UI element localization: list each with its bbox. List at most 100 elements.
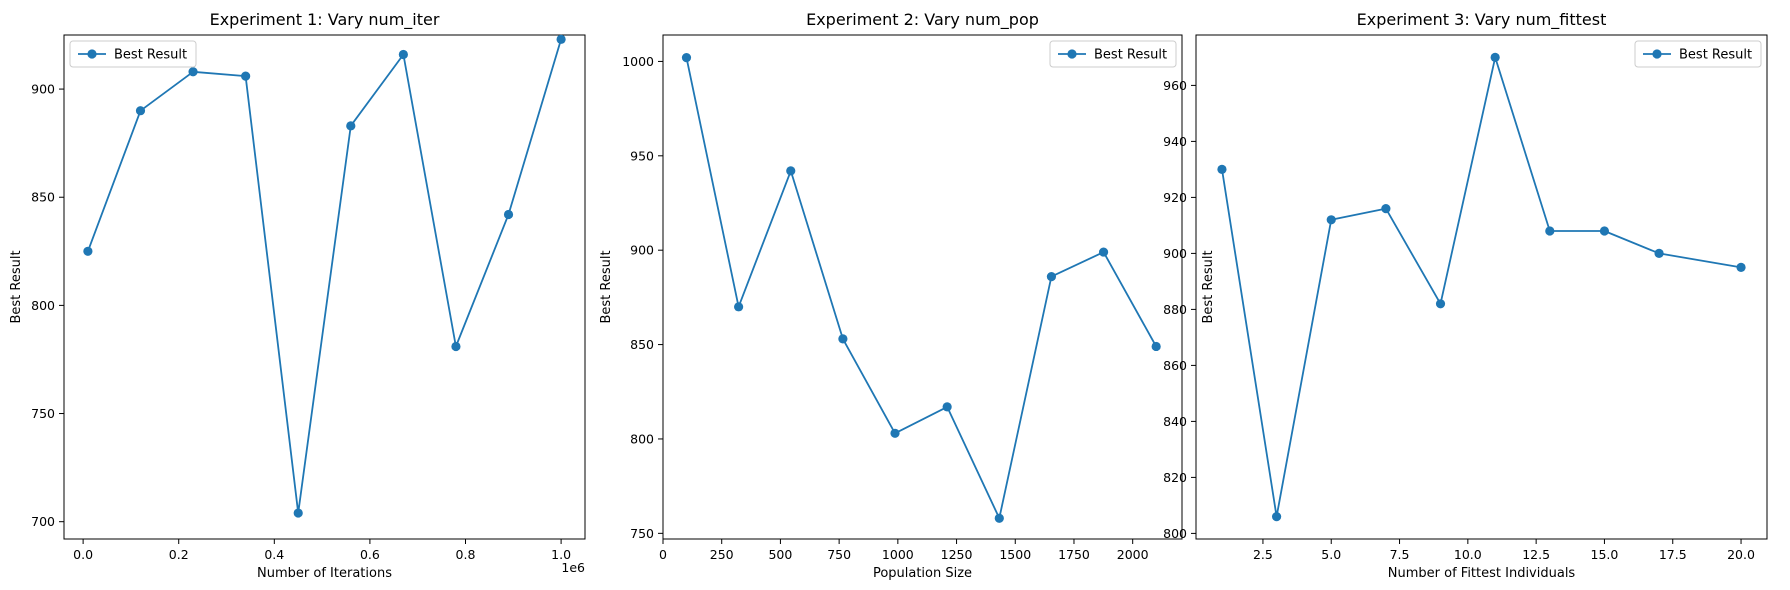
x-tick-label: 1000: [882, 547, 914, 562]
data-point: [503, 209, 514, 220]
x-axis-label: Population Size: [873, 566, 972, 581]
y-tick-label: 940: [1163, 134, 1187, 149]
y-tick-label: 860: [1163, 358, 1187, 373]
data-point: [135, 106, 146, 116]
data-point: [890, 428, 900, 438]
plot-frame: [1195, 34, 1768, 540]
y-tick-label: 820: [1163, 470, 1187, 485]
series-line: [1221, 56, 1742, 518]
legend: Best Result: [69, 40, 197, 68]
subplot-1: Experiment 1: Vary num_iter 0.0 0.2 0.4 0.6 0…: [9, 10, 586, 581]
y-tick-label: 840: [1163, 414, 1187, 429]
legend-marker: [87, 49, 97, 59]
legend: Best Result: [1634, 40, 1762, 68]
y-tick-label: 850: [630, 337, 654, 352]
legend-label: Best Result: [1679, 48, 1752, 63]
legend-label: Best Result: [114, 48, 187, 63]
data-point: [241, 71, 251, 81]
data-point: [1654, 248, 1664, 258]
data-point: [398, 49, 408, 60]
plot-frame: [63, 34, 586, 540]
x-tick-label: 1500: [999, 547, 1031, 562]
data-point: [1271, 511, 1282, 522]
data-point: [1381, 204, 1391, 214]
y-tick-label: 1000: [622, 54, 654, 69]
data-point: [1326, 215, 1336, 225]
x-tick-label: 1250: [941, 547, 973, 562]
legend-box: [1049, 40, 1177, 68]
data-point: [734, 302, 744, 312]
y-tick-label: 950: [630, 148, 654, 163]
x-tick-label: 0.4: [264, 547, 284, 562]
x-tick-label: 5.0: [1321, 547, 1341, 562]
data-point: [83, 246, 93, 256]
chart-title: Experiment 1: Vary num_iter: [210, 10, 440, 30]
y-tick-label: 700: [31, 514, 55, 529]
x-tick-label: 7.5: [1390, 547, 1410, 562]
data-point: [994, 513, 1004, 523]
y-tick-label: 900: [31, 82, 55, 97]
legend-box: [1634, 40, 1762, 68]
data-point: [1736, 262, 1746, 272]
y-tick-label: 880: [1163, 302, 1187, 317]
series-line: [87, 39, 562, 514]
subplot-2: Experiment 2: Vary num_pop 0 250 500 750 1000…: [599, 10, 1183, 581]
y-tick-label: 960: [1163, 78, 1187, 93]
data-point: [1545, 226, 1555, 236]
y-tick-label: 750: [31, 406, 55, 421]
x-axis-label: Number of Iterations: [257, 566, 392, 581]
data-point: [838, 334, 848, 344]
plot-frame: [662, 34, 1183, 540]
y-tick-label: 900: [1163, 246, 1187, 261]
legend-marker: [1652, 49, 1662, 59]
legend-label: Best Result: [1094, 48, 1167, 63]
x-tick-label: 250: [710, 547, 734, 562]
data-point: [942, 402, 952, 412]
x-tick-label: 10.0: [1454, 547, 1482, 562]
y-tick-label: 800: [31, 298, 55, 313]
x-axis-label: Number of Fittest Individuals: [1388, 566, 1576, 581]
series-line: [685, 57, 1157, 520]
y-tick-label: 750: [630, 526, 654, 541]
data-point: [451, 341, 461, 352]
x-tick-label: 2000: [1117, 547, 1149, 562]
y-tick-label: 900: [630, 243, 654, 258]
x-tick-label: 0.0: [73, 547, 93, 562]
legend-box: [69, 40, 197, 68]
x-tick-label: 0.8: [456, 547, 476, 562]
data-point: [1217, 164, 1227, 174]
x-tick-label: 12.5: [1522, 547, 1550, 562]
x-tick-label: 17.5: [1659, 547, 1687, 562]
data-point: [188, 67, 198, 77]
legend-marker: [1067, 49, 1077, 59]
data-point: [346, 121, 356, 131]
x-tick-label: 15.0: [1591, 547, 1619, 562]
x-tick-label: 1750: [1058, 547, 1090, 562]
data-point: [293, 508, 303, 518]
data-point: [1098, 247, 1109, 257]
x-tick-label: 500: [768, 547, 792, 562]
y-axis-label: Best Result: [599, 250, 614, 323]
data-point: [1490, 52, 1500, 63]
y-axis-label: Best Result: [1201, 250, 1216, 323]
y-axis-label: Best Result: [9, 250, 24, 323]
y-tick-label: 800: [1163, 526, 1187, 541]
x-tick-label: 0.6: [360, 547, 380, 562]
data-point: [556, 34, 566, 44]
data-point: [1435, 299, 1446, 309]
y-tick-label: 800: [630, 431, 654, 446]
legend: Best Result: [1049, 40, 1177, 68]
y-tick-label: 850: [31, 190, 55, 205]
chart-title: Experiment 2: Vary num_pop: [806, 10, 1039, 30]
x-axis-offset-label: 1e6: [561, 560, 585, 575]
data-point: [1046, 272, 1057, 282]
data-point: [1599, 226, 1610, 236]
x-tick-label: 0.2: [169, 547, 189, 562]
data-point: [786, 166, 796, 176]
x-tick-label: 2.5: [1253, 547, 1273, 562]
x-tick-label: 1.0: [551, 547, 571, 562]
data-point: [1151, 341, 1161, 352]
data-point: [681, 53, 692, 63]
